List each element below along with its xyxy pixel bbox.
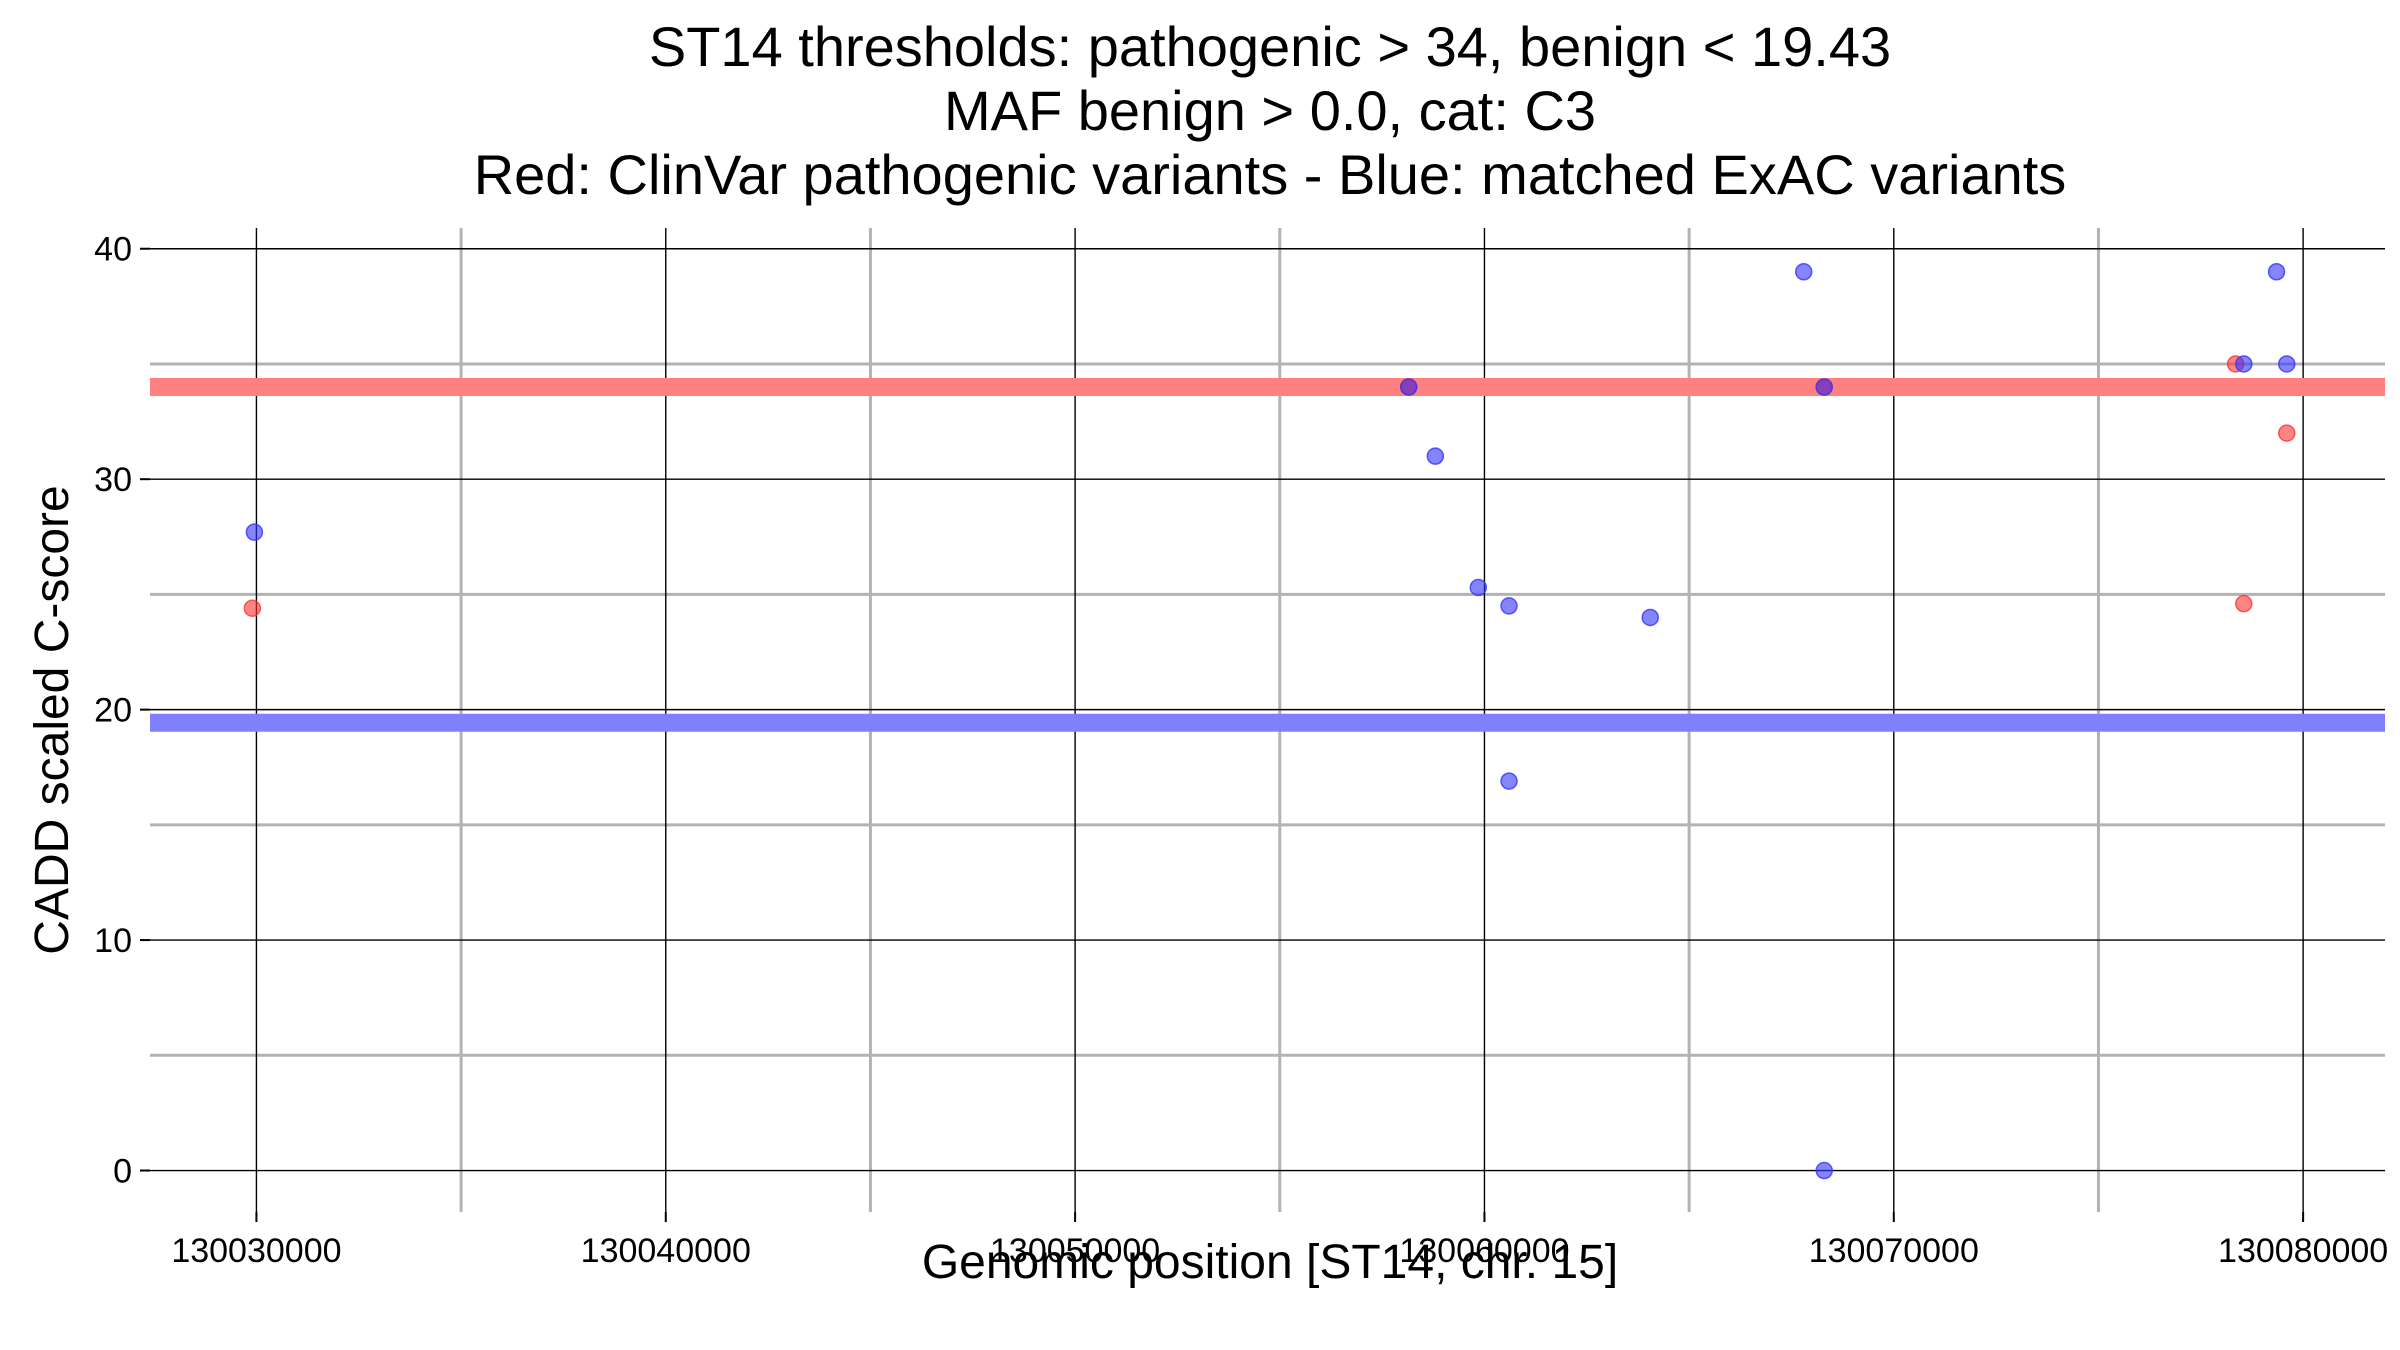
clinvar-point [2278, 424, 2296, 442]
exac-point [2278, 355, 2296, 373]
x-tick-label: 130080000 [2218, 1232, 2388, 1270]
title-line-1: ST14 thresholds: pathogenic > 34, benign… [649, 15, 1891, 78]
title-line-3: Red: ClinVar pathogenic variants - Blue:… [474, 143, 2067, 206]
exac-point [1815, 1161, 1833, 1180]
exac-point [1426, 447, 1445, 465]
exac-point [2267, 263, 2286, 281]
threshold-bands [150, 378, 2385, 732]
exac-point [1469, 578, 1488, 597]
x-tick-label: 130050000 [990, 1232, 1160, 1270]
y-tick-label: 30 [94, 461, 132, 499]
y-tick-label: 10 [94, 922, 132, 960]
clinvar-point [2235, 594, 2253, 613]
exac-point [1794, 263, 1813, 281]
chart-title: ST14 thresholds: pathogenic > 34, benign… [474, 15, 2067, 206]
exac-point [1641, 608, 1659, 627]
x-tick-label: 130040000 [581, 1232, 751, 1270]
exac-point [2235, 355, 2253, 373]
clinvar-point [243, 599, 262, 617]
y-tick-label: 20 [94, 692, 132, 730]
exac-point [1500, 597, 1518, 615]
title-line-2: MAF benign > 0.0, cat: C3 [944, 79, 1596, 142]
y-tick-label: 0 [113, 1153, 132, 1191]
y-tick-label: 40 [94, 231, 132, 269]
exac-point [1815, 378, 1833, 396]
x-tick-label: 130070000 [1809, 1232, 1979, 1270]
exac-point [245, 523, 264, 541]
exac-point [1399, 378, 1418, 396]
y-axis-title: CADD scaled C-score [26, 485, 79, 954]
exac-point [1500, 772, 1518, 790]
x-tick-label: 130030000 [171, 1232, 341, 1270]
x-axis-title: Genomic position [ST14, chr. 15] [922, 1236, 1618, 1289]
axes: 0 10 20 30 40 130030000 130040000 130050000 1300… [94, 231, 2388, 1270]
data-points [243, 263, 2296, 1180]
x-tick-label: 130060000 [1399, 1232, 1569, 1270]
